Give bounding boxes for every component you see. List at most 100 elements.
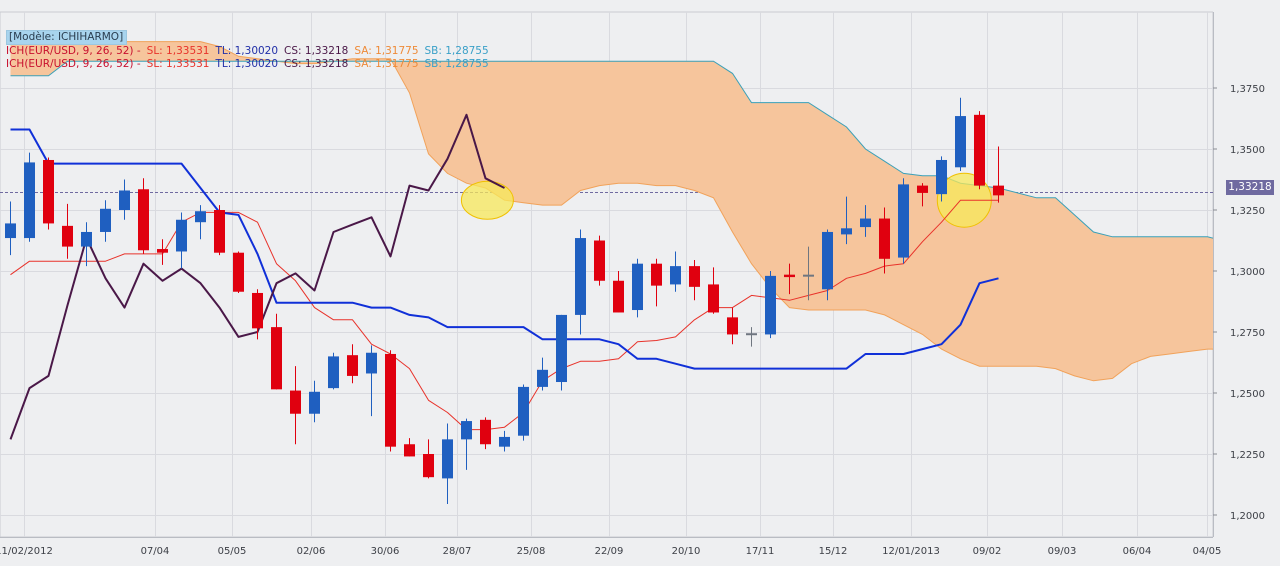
candle	[214, 205, 225, 255]
legend-sb: SB: 1,28755	[425, 45, 489, 57]
legend-tl: TL: 1,30020	[215, 45, 278, 57]
candle-body	[404, 444, 415, 456]
candle-body	[252, 293, 263, 328]
candle-body	[518, 387, 529, 436]
y-tick-label: 1,2500	[1230, 389, 1265, 400]
candle	[898, 178, 909, 263]
model-label: [Modèle: ICHIHARMO]	[6, 30, 127, 45]
candle-body	[594, 241, 605, 281]
x-tick-label: 06/04	[1123, 546, 1152, 557]
candle-body	[176, 220, 187, 252]
legend-cs: CS: 1,33218	[284, 45, 348, 57]
candle-body	[784, 275, 795, 277]
candle-body	[423, 454, 434, 477]
x-tick-label: 15/12	[819, 546, 848, 557]
candle-body	[955, 116, 966, 167]
current-price-tag: 1,33218	[1226, 180, 1274, 195]
y-tick-label: 1,2250	[1230, 450, 1265, 461]
candle-body	[537, 370, 548, 387]
x-tick-label: 11/02/2012	[0, 546, 53, 557]
legend-sl: SL: 1,33531	[147, 45, 210, 57]
candle-body	[195, 211, 206, 222]
candle	[765, 271, 776, 338]
candle-body	[271, 327, 282, 389]
candle	[233, 251, 244, 292]
candle-body	[442, 439, 453, 478]
candle-body	[290, 391, 301, 414]
x-tick-label: 25/08	[517, 546, 546, 557]
candle-body	[746, 333, 757, 335]
legend-sl: SL: 1,33531	[147, 58, 210, 70]
x-tick-label: 20/10	[672, 546, 701, 557]
legend-row-1: ICH(EUR/USD, 9, 26, 52) - SL: 1,33531 TL: …	[6, 45, 495, 58]
legend-tl: TL: 1,30020	[215, 58, 278, 70]
candle-body	[841, 228, 852, 234]
candle	[974, 111, 985, 189]
candle-body	[632, 264, 643, 310]
y-tick-label: 1,2000	[1230, 511, 1265, 522]
candle-body	[879, 219, 890, 259]
candle	[43, 158, 54, 230]
candle-body	[138, 189, 149, 250]
highlight-circle	[461, 181, 513, 219]
candle-body	[100, 209, 111, 232]
candle-body	[366, 353, 377, 374]
y-tick-label: 1,3250	[1230, 206, 1265, 217]
candle-body	[860, 219, 871, 228]
y-tick-label: 1,3000	[1230, 267, 1265, 278]
candle-body	[803, 275, 814, 277]
candle	[24, 153, 35, 242]
candle-body	[119, 190, 130, 210]
candle-body	[993, 186, 1004, 196]
y-tick-label: 1,3500	[1230, 145, 1265, 156]
candle-body	[81, 232, 92, 247]
candle	[385, 350, 396, 451]
candle-body	[43, 160, 54, 223]
x-tick-label: 12/01/2013	[882, 546, 940, 557]
x-tick-label: 30/06	[371, 546, 400, 557]
x-tick-label: 09/03	[1048, 546, 1077, 557]
candle-body	[651, 264, 662, 286]
candle	[518, 384, 529, 440]
candle-body	[689, 266, 700, 287]
legend: [Modèle: ICHIHARMO] ICH(EUR/USD, 9, 26, …	[6, 30, 495, 71]
x-tick-label: 28/07	[443, 546, 472, 557]
candle	[594, 236, 605, 286]
legend-row-2: ICH(EUR/USD, 9, 26, 52) - SL: 1,33531 TL: …	[6, 58, 495, 71]
candle-body	[5, 223, 16, 238]
legend-sa: SA: 1,31775	[354, 58, 418, 70]
candle-body	[822, 232, 833, 289]
candle-body	[917, 186, 928, 193]
x-tick-label: 17/11	[746, 546, 775, 557]
legend-ich: ICH(EUR/USD, 9, 26, 52) -	[6, 45, 141, 57]
y-tick-label: 1,2750	[1230, 328, 1265, 339]
candle-body	[328, 356, 339, 388]
candle-body	[309, 392, 320, 414]
candle	[328, 353, 339, 390]
legend-sa: SA: 1,31775	[354, 45, 418, 57]
candle-body	[385, 354, 396, 447]
candle-body	[556, 315, 567, 382]
candle-body	[233, 253, 244, 292]
x-tick-label: 09/02	[973, 546, 1002, 557]
candle-body	[613, 281, 624, 313]
candle-body	[765, 276, 776, 335]
candle-body	[480, 420, 491, 444]
candle-body	[24, 162, 35, 238]
candle-body	[62, 226, 73, 247]
candle-body	[499, 437, 510, 447]
candle-body	[974, 115, 985, 186]
x-tick-label: 05/05	[218, 546, 247, 557]
x-tick-label: 04/05	[1193, 546, 1222, 557]
legend-ich: ICH(EUR/USD, 9, 26, 52) -	[6, 58, 141, 70]
candle-body	[708, 284, 719, 312]
candle-body	[575, 238, 586, 315]
candle-body	[898, 184, 909, 257]
candle	[138, 178, 149, 254]
legend-cs: CS: 1,33218	[284, 58, 348, 70]
candle-body	[347, 355, 358, 376]
candle-body	[670, 266, 681, 284]
candle	[556, 315, 567, 391]
